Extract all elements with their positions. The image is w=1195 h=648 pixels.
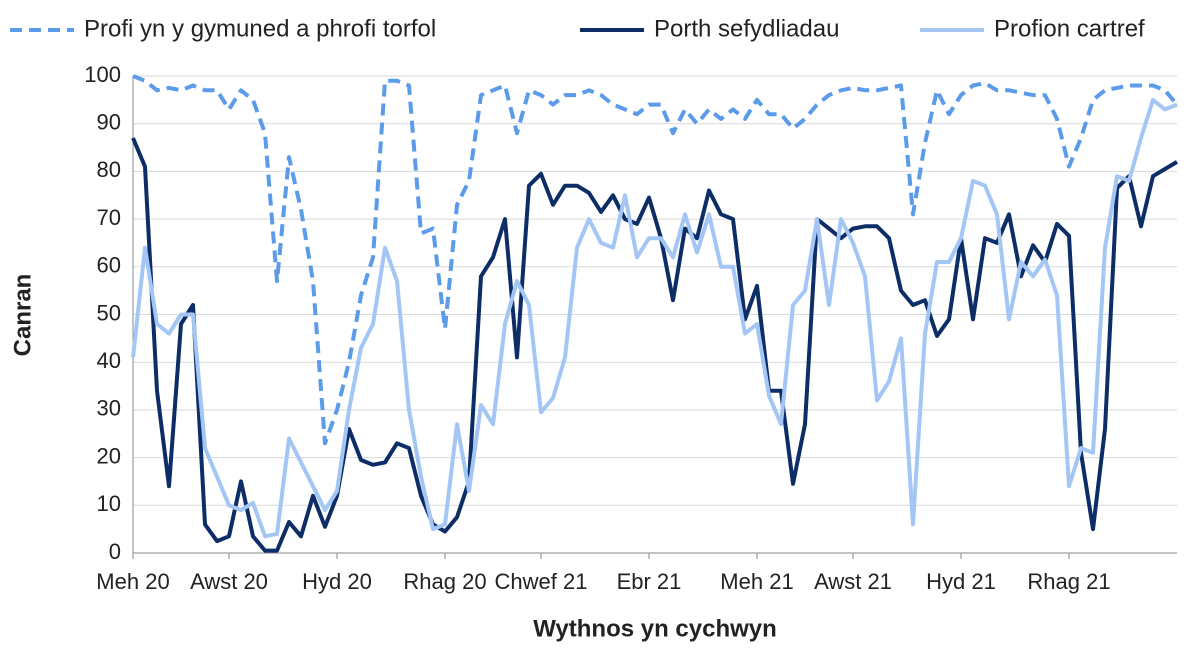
x-tick-label: Hyd 20 [302,569,372,594]
y-tick-label: 80 [97,157,121,182]
y-tick-label: 50 [97,300,121,325]
legend-label: Porth sefydliadau [654,15,839,42]
x-tick-label: Meh 20 [96,569,169,594]
legend-label: Profi yn y gymuned a phrofi torfol [84,15,436,42]
y-tick-label: 70 [97,205,121,230]
x-tick-label: Rhag 20 [403,569,486,594]
x-tick-label: Chwef 21 [495,569,588,594]
series-line [132,74,1179,446]
legend-label: Profion cartref [994,15,1145,42]
y-tick-label: 10 [97,491,121,516]
x-tick-label: Awst 21 [814,569,892,594]
y-axis-label: Canran [9,274,36,357]
y-tick-label: 30 [97,396,121,421]
y-tick-label: 40 [97,348,121,373]
y-tick-label: 60 [97,253,121,278]
y-tick-label: 0 [109,539,121,564]
y-tick-label: 90 [97,110,121,135]
y-tick-label: 100 [84,62,121,87]
series-line [131,97,1178,539]
x-tick-label: Rhag 21 [1027,569,1110,594]
x-tick-label: Meh 21 [720,569,793,594]
series-line [131,137,1179,553]
x-tick-label: Ebr 21 [617,569,682,594]
x-axis-label: Wythnos yn cychwyn [533,615,777,642]
x-tick-label: Hyd 21 [926,569,996,594]
x-tick-label: Awst 20 [190,569,268,594]
y-tick-label: 20 [97,443,121,468]
